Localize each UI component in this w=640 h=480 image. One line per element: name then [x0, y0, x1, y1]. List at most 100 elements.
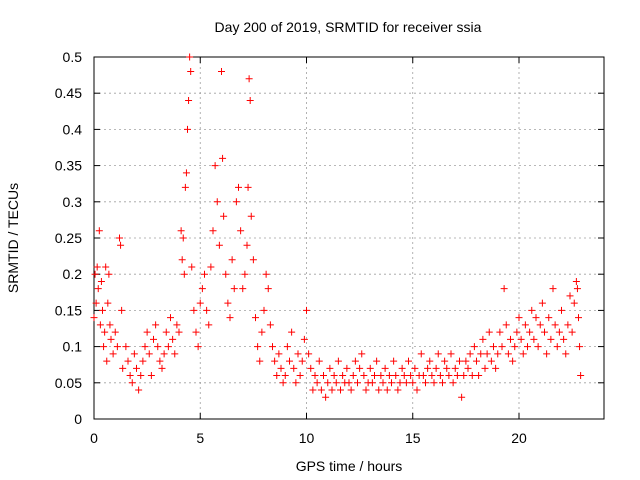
data-point [213, 198, 221, 206]
data-point [128, 379, 136, 387]
data-point [147, 372, 155, 380]
data-point [428, 372, 436, 380]
data-point [504, 350, 512, 358]
data-point [254, 343, 262, 351]
data-point [281, 372, 289, 380]
data-point [141, 343, 149, 351]
data-point [292, 379, 300, 387]
data-point [547, 335, 555, 343]
data-point [400, 372, 408, 380]
data-point [239, 285, 247, 293]
data-point [219, 154, 227, 162]
data-point [468, 372, 476, 380]
data-point [513, 328, 521, 336]
data-point [145, 350, 153, 358]
data-point [362, 386, 370, 394]
data-point [186, 53, 194, 61]
data-point [158, 364, 166, 372]
data-point [407, 372, 415, 380]
data-point [116, 234, 123, 242]
data-point [470, 343, 478, 351]
data-point [375, 386, 383, 394]
data-point [252, 314, 259, 322]
data-point [507, 335, 514, 343]
data-point [119, 364, 127, 372]
data-point [298, 357, 306, 365]
data-point [313, 379, 321, 387]
data-point [405, 357, 412, 365]
data-point [311, 372, 319, 380]
data-point [300, 335, 308, 343]
data-point [277, 364, 285, 372]
x-tick-label: 0 [90, 430, 98, 446]
data-point [524, 343, 531, 351]
data-point [271, 357, 279, 365]
data-point [241, 270, 249, 278]
data-point [97, 277, 105, 285]
data-point [573, 285, 581, 293]
data-point [460, 372, 468, 380]
data-point [187, 67, 195, 75]
data-point [92, 299, 100, 307]
data-point [262, 270, 270, 278]
data-point [462, 357, 470, 365]
data-point [171, 350, 179, 358]
data-point [209, 227, 217, 235]
data-point [96, 321, 104, 329]
data-point [475, 372, 483, 380]
data-point [237, 227, 245, 235]
data-point [347, 386, 355, 394]
data-point [379, 379, 387, 387]
data-point [371, 372, 378, 380]
data-point [487, 357, 495, 365]
data-point [160, 350, 168, 358]
data-point [453, 372, 461, 380]
x-tick-label: 15 [405, 430, 421, 446]
data-point [490, 343, 497, 351]
data-point [218, 67, 225, 75]
y-tick-label: 0.15 [55, 302, 82, 318]
data-point [137, 372, 145, 380]
data-point [203, 306, 211, 314]
data-point [156, 357, 164, 365]
data-point [466, 350, 474, 358]
data-point [322, 393, 330, 401]
data-point [256, 357, 264, 365]
data-point [188, 263, 196, 271]
data-point [530, 335, 538, 343]
y-axis-label: SRMTID / TECUs [5, 183, 21, 293]
data-point [464, 364, 472, 372]
data-point [91, 270, 99, 278]
data-point [345, 379, 353, 387]
data-point [135, 386, 143, 394]
data-point [576, 343, 584, 351]
data-point [303, 306, 310, 314]
y-tick-label: 0.5 [63, 49, 83, 65]
data-point [330, 372, 338, 380]
data-point [215, 241, 223, 249]
data-point [515, 314, 523, 322]
data-point [305, 350, 313, 358]
data-point [286, 357, 293, 365]
data-point [366, 364, 374, 372]
data-point [496, 328, 504, 336]
data-point [498, 343, 506, 351]
data-point [538, 299, 546, 307]
data-point [445, 372, 453, 380]
data-point [551, 321, 559, 329]
data-point [441, 357, 449, 365]
data-point [564, 321, 572, 329]
data-point [99, 306, 106, 314]
data-point [162, 328, 170, 336]
data-point [179, 234, 187, 242]
data-point [555, 328, 563, 336]
data-point [545, 314, 553, 322]
data-point [473, 357, 480, 365]
data-point [517, 335, 525, 343]
data-point [328, 386, 336, 394]
grid-lines [94, 57, 604, 419]
data-point [190, 306, 198, 314]
data-point [432, 364, 440, 372]
data-point [126, 372, 134, 380]
data-point [294, 350, 302, 358]
